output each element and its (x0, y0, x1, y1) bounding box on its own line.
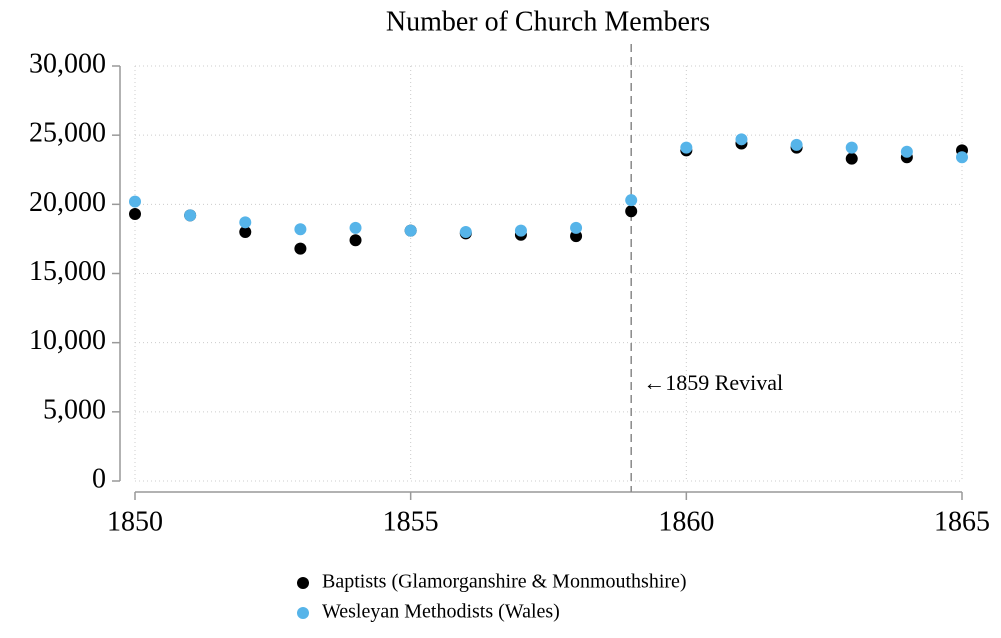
y-tick-label: 5,000 (43, 394, 106, 425)
x-tick-label: 1860 (658, 506, 714, 537)
point (349, 234, 362, 247)
y-tick-label: 30,000 (29, 48, 106, 79)
y-tick-label: 0 (92, 463, 106, 494)
annotation: ←1859 Revival (643, 370, 783, 395)
legend-marker (297, 577, 309, 589)
legend-label: Wesleyan Methodists (Wales) (322, 601, 560, 623)
point (239, 216, 252, 229)
point (294, 223, 307, 236)
x-tick-label: 1855 (383, 506, 439, 537)
point (625, 194, 638, 207)
point (514, 224, 527, 237)
point (294, 242, 307, 255)
y-tick-label: 25,000 (29, 118, 106, 149)
legend-label: Baptists (Glamorganshire & Monmouthshire… (322, 571, 687, 593)
point (349, 221, 362, 234)
point (184, 209, 197, 222)
point (570, 230, 583, 243)
point (735, 133, 748, 146)
point (680, 141, 693, 154)
point (459, 226, 472, 238)
y-tick-label: 10,000 (29, 325, 106, 356)
point (790, 138, 803, 151)
point (239, 226, 252, 238)
y-tick-label: 20,000 (29, 187, 106, 218)
point (404, 224, 417, 237)
y-tick-label: 15,000 (29, 256, 106, 287)
point (956, 151, 968, 164)
x-tick-label: 1865 (934, 506, 990, 537)
x-tick-label: 1850 (107, 506, 163, 537)
point (129, 195, 141, 208)
point (625, 205, 638, 218)
point (845, 141, 858, 154)
point (570, 221, 583, 234)
point (129, 208, 141, 221)
point (900, 145, 913, 158)
chart-title: Number of Church Members (386, 6, 710, 37)
legend-marker (297, 607, 309, 619)
point (845, 152, 858, 165)
